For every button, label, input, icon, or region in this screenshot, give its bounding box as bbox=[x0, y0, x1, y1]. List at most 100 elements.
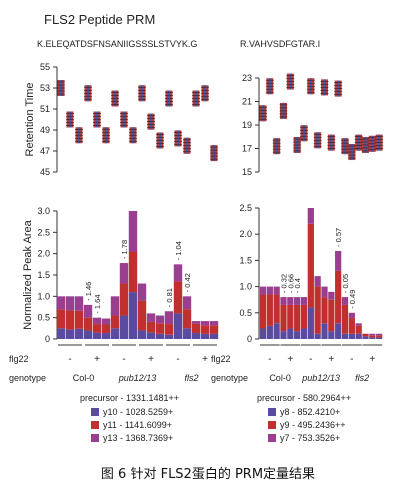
right-flg22-sign: + bbox=[369, 354, 375, 365]
left-bot-bar-segment-y10 bbox=[209, 333, 219, 339]
right-bot-bar-segment-y7 bbox=[307, 208, 314, 224]
right-genotype-name: fls2 bbox=[355, 373, 369, 383]
right-flg22-sign: - bbox=[350, 354, 353, 365]
left-bot-bar-segment-y10 bbox=[128, 292, 138, 339]
left-bot-bar-segment-y11 bbox=[209, 325, 219, 334]
right-flg22-sign: - bbox=[268, 354, 271, 365]
right-bot-bar-segment-y7 bbox=[369, 333, 376, 336]
left-top-y-tick-label: 55 bbox=[40, 62, 50, 72]
right-bot-bar-segment-y9 bbox=[294, 304, 301, 332]
right-bot-y-tick-label: 0 bbox=[247, 334, 252, 344]
right-bot-bar-segment-y8 bbox=[321, 323, 328, 339]
right-bot-bar-segment-y7 bbox=[294, 297, 301, 305]
left-flg22-sign: + bbox=[148, 354, 154, 365]
right-bot-bar-segment-y8 bbox=[348, 333, 355, 339]
right-bot-bar-segment-y8 bbox=[376, 337, 383, 339]
left-bot-bar-segment-y13 bbox=[128, 211, 138, 252]
right-bot-bar-segment-y8 bbox=[314, 333, 321, 339]
right-bot-bar-segment-y9 bbox=[321, 297, 328, 324]
right-bot-bar-segment-y9 bbox=[376, 335, 383, 338]
left-bot-bar-segment-y13 bbox=[182, 296, 192, 310]
right-bot-bar-segment-y7 bbox=[300, 297, 308, 305]
left-top-y-tick-label: 49 bbox=[40, 125, 50, 135]
left-bot-bar-segment-y10 bbox=[191, 333, 201, 339]
right-bot-bar-segment-y9 bbox=[307, 223, 314, 308]
right-bot-bar-segment-y9 bbox=[362, 333, 369, 337]
left-bot-bar-segment-y13 bbox=[164, 311, 174, 325]
retention-time-chart-left: 45 47 49 51 53 55 Retention Time bbox=[24, 62, 218, 177]
left-legend-swatch-y13 bbox=[91, 434, 99, 442]
right-bot-bar-segment-y9 bbox=[335, 270, 342, 324]
left-bot-bar-segment-y11 bbox=[182, 309, 192, 329]
right-legend-swatch-y9 bbox=[268, 421, 276, 429]
left-bot-bar-segment-y10 bbox=[146, 332, 156, 339]
left-precursor-label: precursor - 1331.1481++ bbox=[80, 393, 179, 403]
right-bot-bar-segment-y9 bbox=[273, 294, 280, 324]
left-bot-bar-segment-y13 bbox=[101, 318, 111, 325]
left-bot-bar-segment-y10 bbox=[137, 330, 147, 339]
right-bot-bar-segment-y7 bbox=[287, 297, 294, 305]
right-legend-swatch-y7 bbox=[268, 434, 276, 442]
left-bot-bar-segment-y10 bbox=[56, 328, 66, 339]
left-bot-bar-segment-y11 bbox=[65, 310, 75, 330]
right-bot-bar-segment-y9 bbox=[287, 304, 294, 329]
right-bot-bar-segment-y8 bbox=[273, 323, 280, 339]
left-legend-swatch-y10 bbox=[91, 408, 99, 416]
right-flg22-sign: + bbox=[287, 354, 293, 365]
left-bot-bar-segment-y10 bbox=[164, 334, 174, 339]
left-legend-label-y10: y10 - 1028.5259+ bbox=[103, 407, 173, 417]
left-bot-bar-segment-y11 bbox=[56, 309, 66, 329]
right-bot-y-tick-label: 0.5 bbox=[239, 308, 252, 318]
left-flg22-sign: - bbox=[176, 354, 179, 365]
left-bot-bar-segment-y11 bbox=[146, 321, 156, 333]
left-bot-bar-segment-y10 bbox=[200, 333, 210, 339]
left-bot-bar-segment-y13 bbox=[209, 321, 219, 326]
left-top-ylabel: Retention Time bbox=[24, 83, 36, 157]
left-bot-bar-segment-y13 bbox=[137, 283, 147, 301]
left-bot-bar-segment-y11 bbox=[101, 324, 111, 334]
left-bot-bar-segment-y10 bbox=[110, 328, 120, 339]
left-bot-bar-segment-y13 bbox=[155, 315, 165, 324]
left-bot-fold-change-label: - 1.46 bbox=[84, 282, 93, 301]
right-bot-fold-change-label: - 0.57 bbox=[334, 228, 343, 247]
right-bot-bar-segment-y7 bbox=[348, 312, 355, 319]
right-bot-bar-segment-y7 bbox=[341, 297, 349, 305]
right-top-y-tick-label: 23 bbox=[242, 73, 252, 83]
left-bot-y-tick-label: 2.0 bbox=[37, 249, 50, 259]
left-legend-swatch-y11 bbox=[91, 421, 99, 429]
left-bot-bar-segment-y11 bbox=[110, 315, 120, 329]
right-flg22-label: flg22 bbox=[211, 354, 231, 364]
right-bot-y-tick-label: 1.5 bbox=[239, 255, 252, 265]
left-bot-bar-segment-y10 bbox=[182, 328, 192, 339]
left-bot-bar-segment-y10 bbox=[83, 330, 93, 339]
left-bot-y-tick-label: 3.0 bbox=[37, 206, 50, 216]
right-bot-y-tick-label: 1.0 bbox=[239, 282, 252, 292]
left-bot-bar-segment-y13 bbox=[65, 296, 75, 311]
left-flg22-sign: + bbox=[202, 354, 208, 365]
right-bot-bar-segment-y7 bbox=[328, 291, 335, 300]
left-bot-bar-segment-y11 bbox=[92, 324, 102, 333]
right-bot-bar-segment-y9 bbox=[369, 335, 376, 338]
left-bot-bar-segment-y13 bbox=[110, 296, 120, 316]
right-legend-label-y9: y9 - 495.2436++ bbox=[280, 420, 346, 430]
right-bot-bar-segment-y8 bbox=[335, 323, 342, 339]
right-top-y-tick-label: 19 bbox=[242, 120, 252, 130]
left-bot-bar-segment-y11 bbox=[155, 323, 165, 334]
right-bot-fold-change-label: - 0.49 bbox=[348, 290, 357, 309]
right-bot-bar-segment-y9 bbox=[280, 304, 287, 332]
left-bot-bar-segment-y11 bbox=[200, 325, 210, 334]
left-bot-y-tick-label: 1.5 bbox=[37, 270, 50, 280]
peptide-label-right: R.VAHVSDFGTAR.I bbox=[240, 39, 320, 49]
left-top-y-tick-label: 45 bbox=[40, 167, 50, 177]
left-bot-bar-segment-y11 bbox=[164, 324, 174, 335]
left-bot-fold-change-label: - 0.42 bbox=[183, 273, 192, 292]
right-bot-fold-change-label: - 0.05 bbox=[341, 274, 350, 293]
left-bot-y-tick-label: 2.5 bbox=[37, 227, 50, 237]
left-bot-y-tick-label: 1.0 bbox=[37, 291, 50, 301]
left-genotype-label: genotype bbox=[9, 373, 46, 383]
right-bot-bar-segment-y8 bbox=[287, 328, 294, 339]
right-top-y-tick-label: 17 bbox=[242, 144, 252, 154]
left-bot-bar-segment-y13 bbox=[119, 263, 129, 284]
left-genotype-name: fls2 bbox=[184, 373, 198, 383]
